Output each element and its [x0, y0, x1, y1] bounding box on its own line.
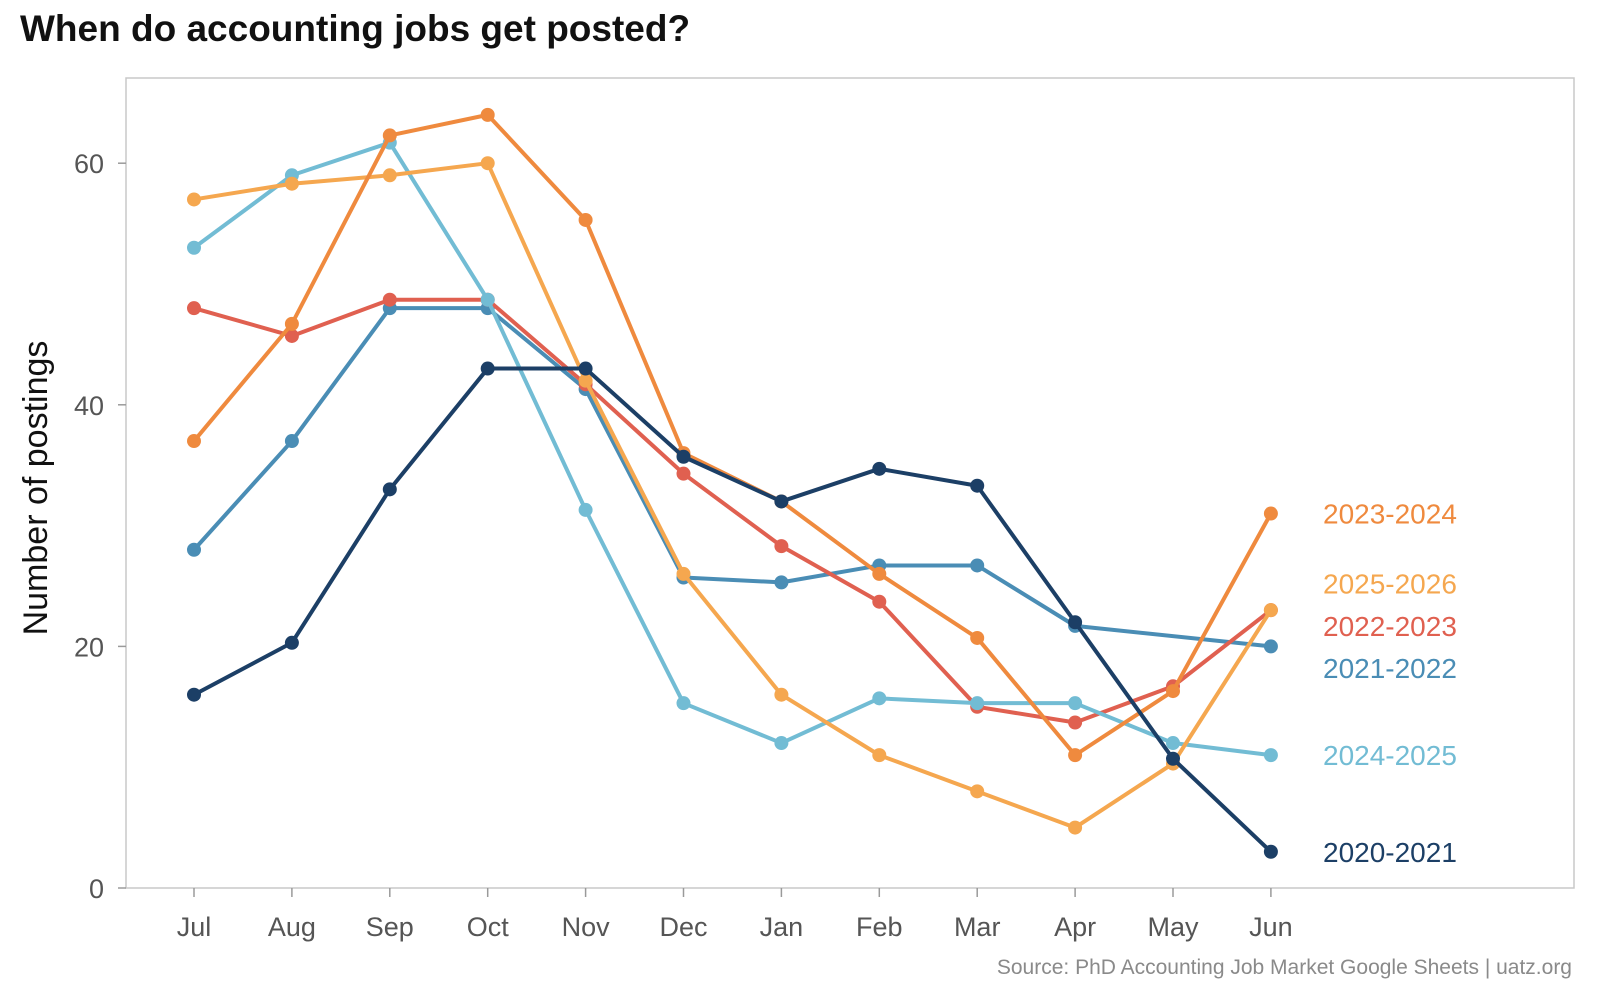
data-point [382, 292, 397, 307]
data-point [1263, 639, 1278, 654]
data-point [1263, 506, 1278, 521]
data-point [480, 107, 495, 122]
data-point [774, 539, 789, 554]
data-point [774, 494, 789, 509]
x-tick-label: Aug [268, 912, 316, 942]
data-point [187, 301, 201, 316]
data-point [1263, 603, 1278, 618]
x-tick-label: Oct [467, 912, 510, 942]
data-point [1068, 696, 1083, 711]
data-point [284, 328, 299, 343]
series-end-label: 2022-2023 [1323, 611, 1457, 642]
data-point [676, 696, 691, 711]
y-tick-label: 0 [89, 874, 104, 904]
y-tick-label: 40 [74, 391, 104, 421]
series-line [192, 297, 1273, 725]
data-point [676, 566, 691, 581]
x-tick-label: Jun [1249, 912, 1293, 942]
data-point [872, 594, 887, 609]
x-tick-label: May [1147, 912, 1199, 942]
series-end-label: 2023-2024 [1323, 499, 1457, 530]
data-point [774, 575, 789, 590]
data-point [187, 542, 201, 557]
chart-title: When do accounting jobs get posted? [20, 8, 691, 49]
data-point [187, 434, 201, 449]
series-end-label: 2024-2025 [1323, 740, 1457, 771]
end-labels: 2023-2024 2025-2026 2022-2023 2021-2022 2024… [1323, 499, 1457, 868]
x-tick-label: Sep [366, 912, 414, 942]
x-axis: Jul Aug Sep Oct Nov Dec Jan Feb Mar Apr May Jun [177, 888, 1293, 942]
data-point [187, 240, 201, 255]
series-2023-2024 [187, 107, 1278, 763]
data-point [774, 736, 789, 751]
x-tick-label: Apr [1054, 912, 1096, 942]
x-tick-label: Jan [760, 912, 804, 942]
data-point [480, 156, 495, 171]
y-tick-label: 60 [74, 149, 104, 179]
data-point [578, 502, 593, 517]
data-point [578, 212, 593, 227]
data-point [382, 128, 397, 143]
y-tick-label: 20 [74, 632, 104, 662]
y-axis-label: Number of postings [17, 341, 55, 636]
data-point [872, 461, 887, 476]
data-point [872, 566, 887, 581]
data-point [284, 434, 299, 449]
series-2020-2021 [187, 361, 1278, 859]
data-point [480, 292, 495, 307]
source-caption: Source: PhD Accounting Job Market Google… [996, 956, 1572, 979]
x-tick-label: Feb [856, 912, 903, 942]
data-point [1263, 844, 1278, 859]
data-point [970, 696, 985, 711]
data-point [1068, 615, 1083, 630]
series-end-label: 2021-2022 [1323, 653, 1457, 684]
data-point [578, 373, 593, 388]
data-point [1166, 736, 1180, 751]
data-point [872, 691, 887, 706]
data-point [187, 192, 201, 207]
series-layer [187, 107, 1278, 859]
x-tick-label: Dec [659, 912, 707, 942]
plot-frame [125, 77, 1575, 889]
data-point [284, 635, 299, 650]
series-line [192, 140, 1273, 758]
series-2025-2026 [187, 156, 1278, 835]
data-point [284, 316, 299, 331]
data-point [774, 687, 789, 702]
data-point [676, 449, 691, 464]
series-line [192, 366, 1273, 854]
data-point [676, 466, 691, 481]
data-point [480, 361, 495, 376]
data-point [970, 784, 985, 799]
series-2024-2025 [187, 135, 1278, 763]
data-point [970, 630, 985, 645]
series-line [192, 161, 1273, 830]
series-end-label: 2020-2021 [1323, 837, 1457, 868]
series-line [192, 112, 1273, 758]
x-tick-label: Mar [954, 912, 1001, 942]
data-point [1068, 715, 1083, 730]
data-point [1166, 751, 1180, 766]
data-point [1068, 748, 1083, 763]
data-point [1166, 684, 1180, 699]
data-point [284, 176, 299, 191]
data-point [970, 478, 985, 493]
data-point [382, 168, 397, 183]
data-point [578, 361, 593, 376]
series-end-label: 2025-2026 [1323, 569, 1457, 600]
x-tick-label: Nov [562, 912, 611, 942]
data-point [1068, 820, 1083, 835]
data-point [872, 748, 887, 763]
data-point [970, 558, 985, 573]
x-tick-label: Jul [177, 912, 212, 942]
data-point [1263, 748, 1278, 763]
y-axis: 0 20 40 60 [74, 149, 126, 904]
data-point [382, 482, 397, 497]
data-point [187, 687, 201, 702]
